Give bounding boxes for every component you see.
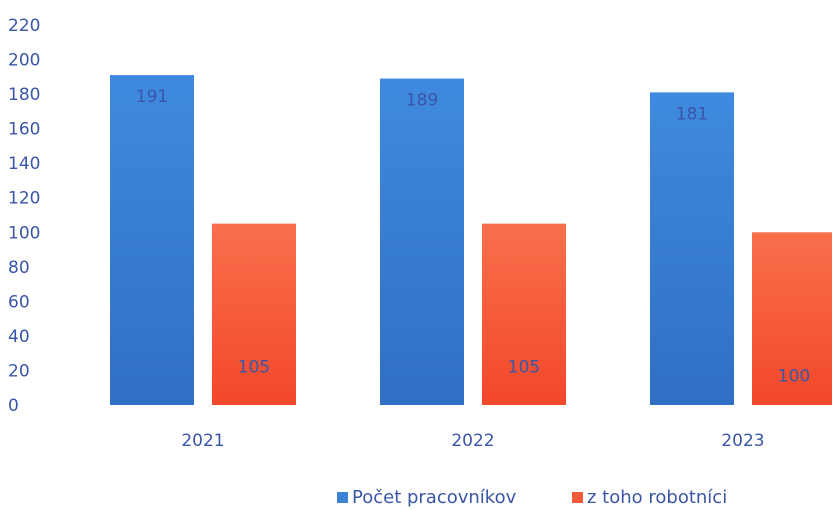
y-tick-label: 180: [8, 85, 40, 105]
y-tick-label: 220: [8, 16, 40, 36]
x-tick-label: 2021: [181, 431, 224, 451]
x-tick-label: 2023: [721, 431, 764, 451]
legend-swatch-laborers: [572, 492, 583, 503]
bar-workers-2021: [110, 75, 194, 405]
y-tick-label: 80: [8, 258, 30, 278]
x-axis: 2021 2022 2023: [181, 431, 764, 451]
data-label: 181: [676, 104, 708, 124]
y-tick-label: 100: [8, 223, 40, 243]
legend-label-workers: Počet pracovníkov: [352, 487, 517, 508]
y-tick-label: 0: [8, 396, 19, 416]
y-tick-label: 120: [8, 189, 40, 209]
bar-workers-2022: [380, 78, 464, 405]
bar-workers-2023: [650, 92, 734, 405]
legend-swatch-workers: [337, 492, 348, 503]
data-label: 105: [238, 358, 270, 378]
x-tick-label: 2022: [451, 431, 494, 451]
data-label: 105: [508, 358, 540, 378]
data-label: 189: [406, 91, 438, 111]
bar-laborers-2023: [752, 232, 832, 405]
y-tick-label: 60: [8, 292, 30, 312]
y-tick-label: 160: [8, 120, 40, 140]
bar-laborers-2022: [482, 223, 566, 405]
bar-laborers-2021: [212, 223, 296, 405]
y-tick-label: 40: [8, 327, 30, 347]
bars: 191 105 189 105 181 100: [110, 75, 832, 405]
y-tick-label: 140: [8, 154, 40, 174]
y-tick-label: 200: [8, 51, 40, 71]
data-label: 100: [778, 366, 810, 386]
legend: Počet pracovníkov z toho robotníci: [337, 487, 727, 508]
y-tick-label: 20: [8, 361, 30, 381]
legend-label-laborers: z toho robotníci: [587, 487, 727, 508]
y-axis: 0 20 40 60 80 100 120 140 160 180 200 220: [8, 16, 40, 416]
data-label: 191: [136, 87, 168, 107]
